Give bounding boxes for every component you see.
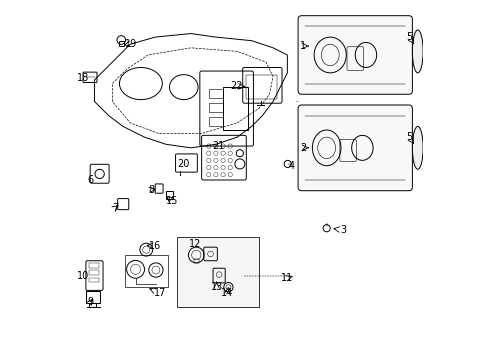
Text: 8: 8 (148, 185, 154, 195)
Text: 18: 18 (77, 73, 89, 83)
Text: 10: 10 (77, 271, 89, 282)
Text: 5: 5 (406, 32, 412, 42)
Text: 20: 20 (177, 159, 189, 169)
Bar (193, 259, 199, 263)
Text: 11: 11 (280, 273, 292, 283)
Text: 13: 13 (210, 282, 223, 292)
Text: 3: 3 (340, 225, 346, 235)
Bar (176, 237, 258, 307)
Text: 17: 17 (154, 288, 166, 298)
Text: 16: 16 (149, 241, 161, 251)
Text: 15: 15 (166, 196, 178, 206)
Text: 4: 4 (287, 161, 294, 171)
Bar (208, 117, 223, 126)
Bar (165, 192, 173, 199)
Text: 7: 7 (112, 203, 118, 213)
Ellipse shape (411, 126, 422, 169)
Bar (85, 291, 100, 303)
Text: 5: 5 (406, 132, 412, 142)
Text: 19: 19 (125, 39, 137, 49)
Text: 1: 1 (300, 41, 305, 51)
Bar (89, 270, 99, 275)
Text: 22: 22 (229, 81, 242, 91)
Bar (89, 278, 99, 282)
FancyBboxPatch shape (298, 105, 411, 191)
Bar (124, 255, 167, 287)
Bar (223, 87, 247, 130)
FancyBboxPatch shape (298, 16, 411, 94)
Text: 2: 2 (299, 143, 305, 153)
Text: 14: 14 (221, 288, 233, 297)
Bar (119, 41, 124, 46)
Bar (89, 263, 99, 267)
Bar (246, 75, 276, 99)
Text: 12: 12 (189, 239, 201, 249)
Text: 6: 6 (87, 175, 93, 185)
Ellipse shape (411, 30, 422, 73)
Bar (208, 103, 223, 112)
Bar (208, 89, 223, 98)
Text: 21: 21 (212, 141, 224, 151)
Text: 9: 9 (87, 297, 93, 307)
